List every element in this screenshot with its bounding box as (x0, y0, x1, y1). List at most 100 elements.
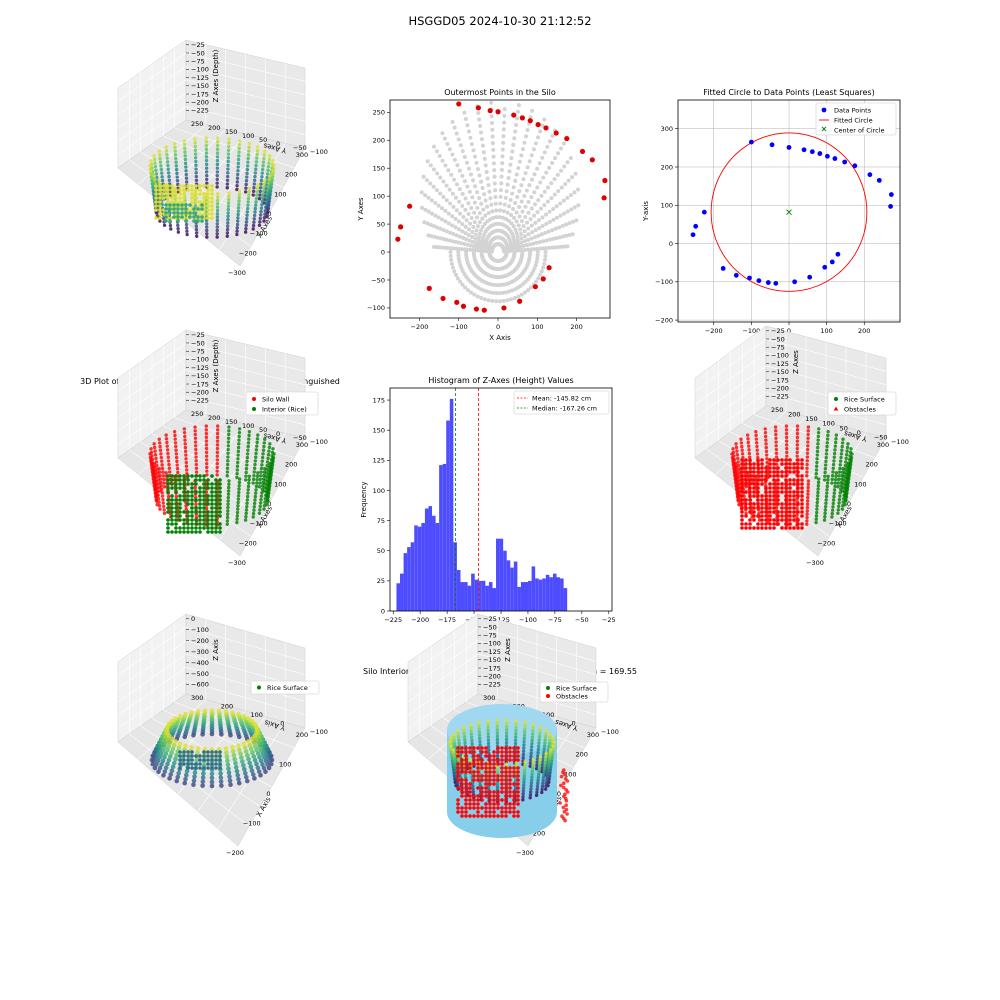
obstacle-point (468, 814, 472, 818)
surface-point (215, 147, 220, 152)
surface-point (269, 467, 274, 472)
surface-point (241, 763, 246, 768)
surface-point (236, 711, 241, 717)
grey-point (533, 263, 538, 268)
obstacle-point (764, 470, 768, 474)
histogram-bar (478, 580, 482, 611)
surface-point (255, 477, 259, 482)
surface-point (448, 740, 452, 744)
grey-point (533, 141, 538, 146)
obstacle-point (492, 782, 496, 786)
surface-point (194, 184, 198, 188)
y-tick-label: 75 (377, 517, 385, 525)
grey-point (524, 188, 529, 193)
surface-point (177, 741, 183, 747)
surface-point (255, 437, 260, 441)
surface-point (237, 154, 241, 158)
interior-point (218, 478, 222, 482)
surface-point (262, 153, 267, 157)
grey-point (463, 207, 468, 212)
grey-point (523, 290, 528, 295)
surface-point (202, 200, 206, 204)
surface-point (543, 787, 548, 791)
histogram-bar (467, 585, 472, 611)
surface-point (831, 498, 836, 502)
obstacle-point (740, 494, 744, 498)
grey-point (454, 208, 459, 213)
surface-point (513, 787, 517, 792)
obstacle-point (744, 474, 748, 478)
surface-point (210, 188, 214, 192)
surface-point (535, 787, 539, 792)
obstacle-point (788, 458, 792, 462)
grey-point (523, 247, 528, 252)
surface-point (174, 164, 179, 168)
surface-point (244, 511, 248, 516)
obstacle-point (480, 790, 484, 794)
plot-frame (389, 99, 611, 319)
grey-point (516, 103, 521, 108)
surface-point (495, 770, 500, 775)
surface-point (545, 775, 549, 779)
surface-point (262, 185, 266, 190)
grey-point (544, 170, 549, 175)
surface-point (833, 440, 838, 445)
surface-point (845, 469, 849, 473)
obstacle-point (772, 518, 776, 522)
z-tick-label: −200 (483, 673, 501, 681)
interior-point (210, 482, 214, 486)
surface-point (521, 798, 525, 802)
y-tick-label: 100 (251, 711, 263, 719)
surface-point (746, 444, 751, 448)
grey-point (549, 181, 554, 186)
x-tick-label: −300 (806, 559, 824, 567)
surface-point (200, 783, 205, 788)
legend-label: Obstacles (844, 406, 877, 414)
data-point (852, 163, 858, 169)
surface-point (194, 762, 198, 766)
grey-point (550, 245, 555, 250)
surface-point (806, 425, 811, 429)
x-tick-label: −300 (228, 269, 246, 277)
surface-point (174, 156, 178, 161)
surface-point (169, 227, 173, 231)
y-tick-label: 100 (661, 202, 673, 210)
surface-point (261, 480, 265, 485)
x-tick-label: 0 (266, 790, 270, 798)
surface-point (531, 729, 535, 733)
y-tick-label: 200 (373, 137, 385, 145)
grey-point (462, 179, 467, 184)
y-tick-label: 150 (373, 426, 385, 434)
surface-point (260, 167, 265, 172)
grey-point (476, 110, 481, 115)
surface-point (529, 748, 534, 752)
obstacle-point (792, 498, 796, 502)
surface-point (178, 188, 182, 192)
grey-point (572, 205, 577, 210)
surface-point (209, 779, 215, 785)
obstacle-point (564, 803, 568, 807)
interior-point (202, 482, 206, 486)
surface-point (194, 174, 199, 179)
surface-point (535, 763, 539, 768)
surface-point (258, 508, 262, 512)
surface-point (254, 196, 259, 201)
surface-point (191, 782, 196, 788)
surface-point (183, 434, 187, 439)
surface-point (262, 503, 267, 508)
surface-point (169, 768, 175, 773)
surface-point (150, 467, 155, 472)
obstacle-point (476, 770, 480, 774)
fitted-circle-chart: Fitted Circle to Data Points (Least Squa… (642, 88, 901, 344)
surface-point (215, 208, 220, 213)
surface-point (175, 459, 179, 464)
surface-point (162, 196, 166, 200)
surface-point (226, 444, 231, 448)
surface-point (269, 471, 273, 475)
y-tick-label: 100 (822, 420, 834, 428)
surface-point (244, 223, 248, 228)
surface-point (193, 144, 197, 149)
obstacle-point (800, 526, 804, 530)
interior-point (202, 498, 206, 502)
surface-point (806, 444, 810, 448)
